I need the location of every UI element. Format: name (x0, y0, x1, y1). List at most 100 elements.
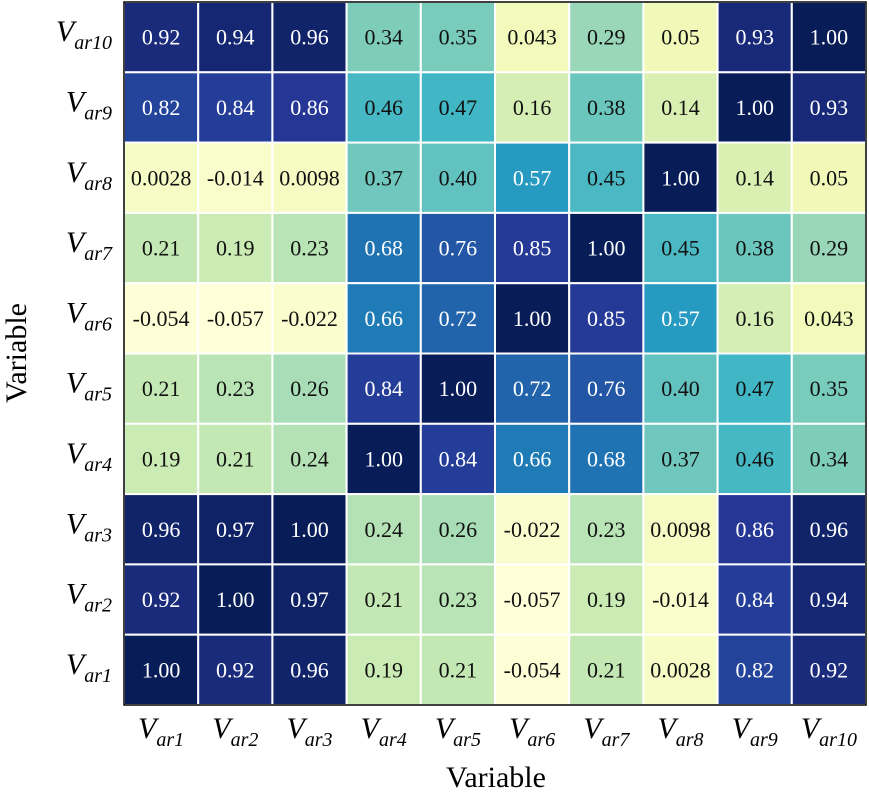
cell-value-label: 0.96 (290, 25, 329, 50)
cell-value-label: 0.45 (587, 165, 626, 190)
cell-value-label: 0.0098 (650, 517, 711, 542)
heatmap-cell (123, 352, 200, 425)
cell-value-label: 1.00 (587, 236, 626, 261)
heatmap-cell (642, 71, 719, 144)
y-tick-label: Var1 (66, 648, 112, 687)
cell-value-label: 1.00 (735, 95, 774, 120)
cell-value-label: 0.72 (439, 306, 478, 331)
heatmap-cell (790, 282, 867, 355)
cell-value-label: 0.29 (810, 236, 849, 261)
heatmap-cell (494, 422, 571, 496)
cell-value-label: 0.66 (364, 306, 403, 331)
cell-value-label: 0.97 (290, 587, 329, 612)
cell-value-label: 0.46 (364, 95, 403, 120)
heatmap-cell (345, 352, 422, 425)
cell-value-label: 0.38 (735, 236, 774, 261)
cell-value-label: 0.40 (439, 165, 478, 190)
cell-value-label: 0.043 (804, 306, 854, 331)
cell-value-label: 0.84 (364, 376, 403, 401)
y-tick-label: Var6 (66, 296, 112, 335)
cell-value-label: 0.38 (587, 95, 626, 120)
cell-value-label: 0.85 (587, 306, 626, 331)
cell-value-label: 0.14 (661, 95, 700, 120)
heatmap-cell (419, 633, 496, 707)
heatmap-cell (123, 141, 200, 214)
y-tick-label: Var10 (56, 15, 112, 54)
y-tick-label: Var5 (66, 367, 112, 406)
cell-value-label: 1.00 (661, 165, 700, 190)
cell-value-label: 0.21 (439, 657, 478, 682)
cell-value-label: 0.19 (364, 657, 403, 682)
x-axis-label: Variable (446, 761, 546, 794)
heatmap-cell (197, 493, 274, 566)
cell-value-label: 0.05 (810, 165, 849, 190)
cell-value-label: -0.022 (281, 306, 338, 331)
heatmap-cell (716, 563, 793, 636)
cell-value-label: 0.86 (290, 95, 329, 120)
heatmap-cell (642, 493, 719, 566)
heatmap-cell (271, 493, 348, 566)
y-tick-label: Var2 (66, 578, 112, 617)
cell-value-label: 0.76 (439, 236, 478, 261)
x-tick-label: Var7 (583, 712, 630, 751)
x-tick-label: Var4 (361, 712, 407, 751)
cell-value-label: 1.00 (364, 446, 403, 471)
cell-value-label: 0.34 (810, 446, 849, 471)
cell-value-label: 1.00 (439, 376, 478, 401)
heatmap-cell (790, 71, 867, 144)
heatmap-cell (197, 563, 274, 636)
cell-value-label: 0.35 (439, 25, 478, 50)
heatmap-cell (568, 422, 645, 496)
heatmap-cell (642, 563, 719, 636)
heatmap-cell (568, 71, 645, 144)
cell-value-label: 0.46 (735, 446, 774, 471)
cell-value-label: 0.97 (216, 517, 255, 542)
x-tick-label: Var8 (657, 712, 703, 751)
heatmap-cell (642, 141, 719, 214)
heatmap-cell (642, 422, 719, 496)
x-tick-labels: Var1 Var2 Var3 Var4 Var5 Var6 Var7 Var8 Var9 Var1… (138, 712, 857, 751)
cell-value-label: 0.16 (513, 95, 552, 120)
heatmap-cell (494, 211, 571, 285)
cell-value-label: 0.66 (513, 446, 552, 471)
heatmap-cell (642, 282, 719, 355)
y-tick-label: Var3 (66, 507, 112, 546)
heatmap-cell (345, 493, 422, 566)
plot-frame (123, 1, 867, 706)
heatmap-cell (716, 493, 793, 566)
cell-value-label: 0.68 (587, 446, 626, 471)
heatmap-cell (716, 352, 793, 425)
cell-value-label: 0.72 (513, 376, 552, 401)
heatmap-cell (790, 1, 867, 74)
cell-value-label: -0.057 (207, 306, 264, 331)
cell-value-label: -0.022 (504, 517, 561, 542)
y-tick-label: Var8 (66, 156, 112, 195)
heatmap-cell (197, 71, 274, 144)
cell-value-label: 0.92 (142, 587, 181, 612)
cell-value-label: 0.21 (142, 376, 181, 401)
cell-value-label: 0.92 (142, 25, 181, 50)
heatmap-cell (271, 352, 348, 425)
cell-value-label: 0.05 (661, 25, 700, 50)
x-tick-label: Var6 (509, 712, 555, 751)
cell-value-label: 0.26 (290, 376, 329, 401)
heatmap-cell (568, 141, 645, 214)
cell-value-label: 1.00 (142, 657, 181, 682)
heatmap-cell (494, 282, 571, 355)
cell-value-label: 0.57 (661, 306, 700, 331)
cell-value-label: 0.21 (142, 236, 181, 261)
x-tick-label: Var10 (801, 712, 857, 751)
cell-value-label: 0.45 (661, 236, 700, 261)
cell-value-label: 0.96 (810, 517, 849, 542)
cell-value-label: 0.85 (513, 236, 552, 261)
heatmap-cell (197, 1, 274, 74)
heatmap-cell (716, 71, 793, 144)
x-tick-label: Var1 (138, 712, 184, 751)
heatmap-cell (716, 141, 793, 214)
cell-value-label: 0.57 (513, 165, 552, 190)
heatmap-cell (345, 563, 422, 636)
heatmap-cell (716, 422, 793, 496)
cell-value-label: 0.92 (216, 657, 255, 682)
cell-value-label: 0.23 (216, 376, 255, 401)
cell-value-label: 0.96 (142, 517, 181, 542)
